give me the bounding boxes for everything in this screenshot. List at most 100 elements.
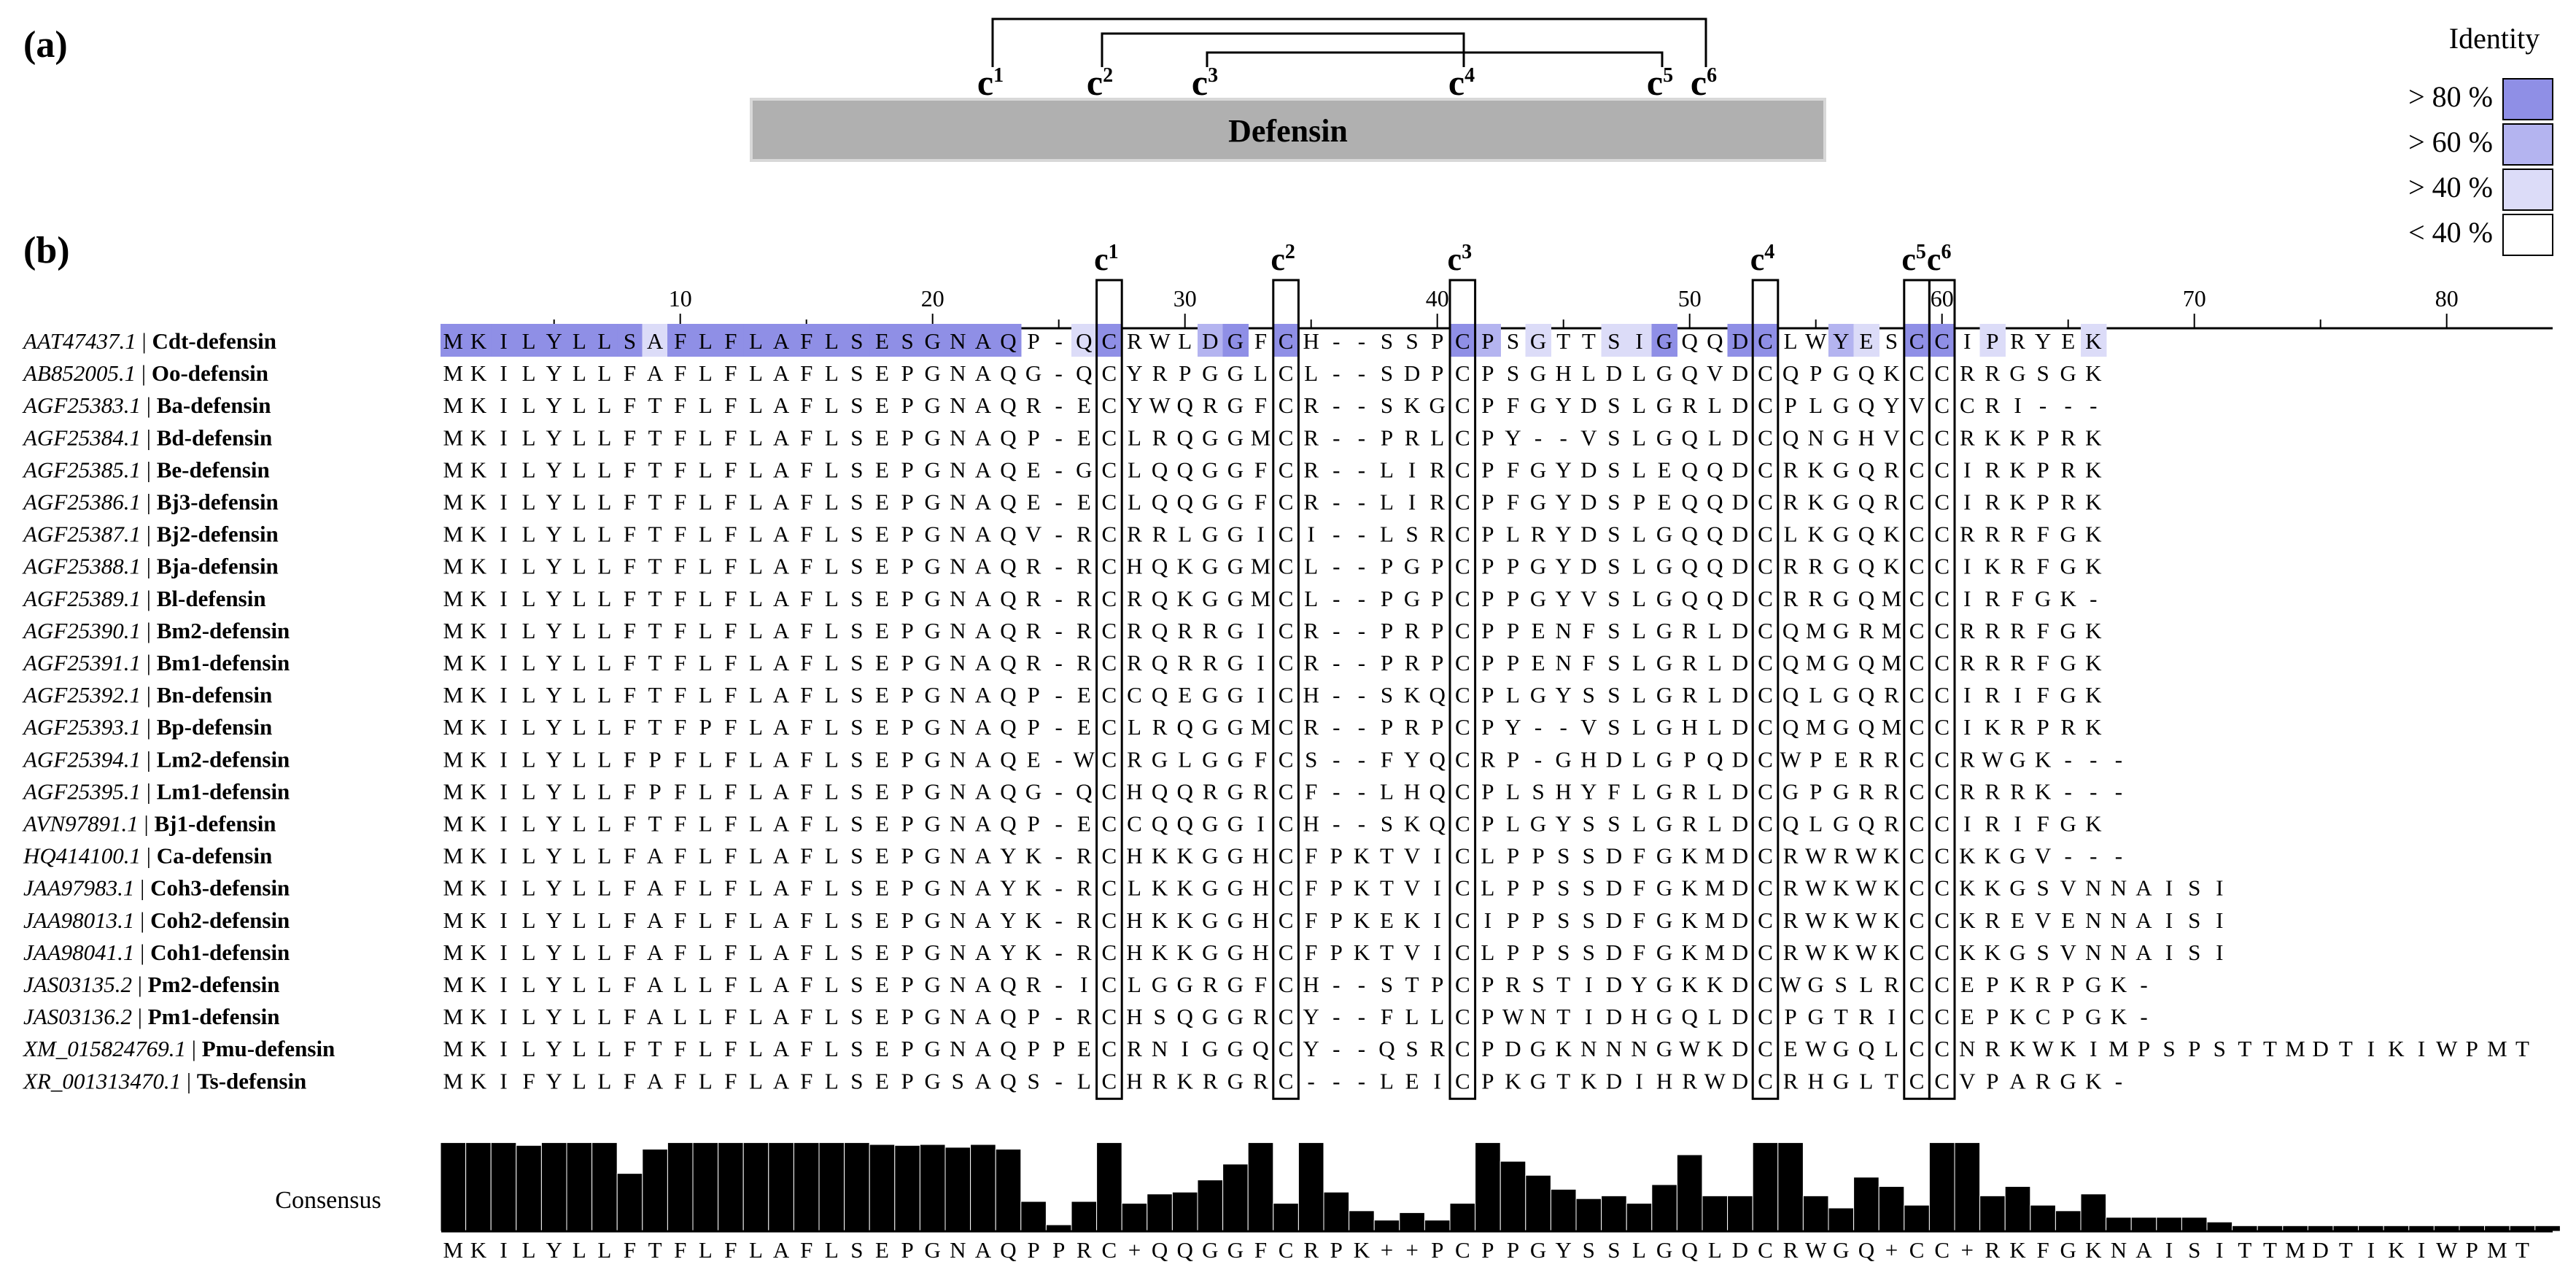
residue: L [699, 972, 713, 997]
residue: I [1888, 1004, 1895, 1029]
consensus-residue: Q [1858, 1237, 1874, 1263]
residue: I [2090, 1036, 2097, 1061]
identity-cell [441, 324, 467, 357]
residue: N [950, 360, 966, 386]
consensus-residue: + [1885, 1237, 1898, 1263]
residue: - [2115, 1068, 2122, 1093]
residue: - [1332, 522, 1340, 547]
residue: P [2062, 972, 2074, 997]
residue: L [749, 489, 763, 515]
residue: G [1656, 1004, 1672, 1029]
residue: I [1434, 875, 1441, 901]
residue: F [624, 489, 636, 515]
consensus-bar [1904, 1204, 1930, 1232]
residue: R [1405, 425, 1420, 450]
residue: L [597, 940, 611, 965]
residue: - [1332, 392, 1340, 418]
residue: R [1152, 425, 1168, 450]
residue: A [975, 1036, 992, 1061]
residue: C [1758, 618, 1773, 643]
residue: D [2313, 1036, 2329, 1061]
residue: F [674, 457, 686, 482]
residue: P [1532, 843, 1544, 869]
residue: A [773, 522, 790, 547]
residue: R [2060, 457, 2076, 482]
residue: R [1026, 972, 1041, 997]
residue: W [1149, 392, 1171, 418]
residue: E [1027, 489, 1041, 515]
residue: R [1429, 1036, 1445, 1061]
residue: G [1429, 392, 1446, 418]
residue: G [925, 650, 941, 675]
defensin-domain-label: Defensin [1228, 113, 1348, 149]
separator: | [134, 907, 150, 933]
residue: P [1027, 1004, 1039, 1029]
defensin-name: Pmu-defensin [202, 1036, 335, 1061]
residue: Q [1000, 972, 1016, 997]
residue: Q [1707, 586, 1723, 611]
residue: R [1076, 650, 1092, 675]
residue: R [1682, 618, 1697, 643]
residue: - [2090, 778, 2097, 804]
residue: E [875, 682, 889, 708]
residue: S [850, 425, 863, 450]
residue: L [573, 682, 586, 708]
residue: H [1252, 843, 1268, 869]
domain-cysteine-label: c2 [1087, 62, 1113, 103]
residue: C [1758, 714, 1773, 740]
residue: P [1986, 328, 1998, 354]
residue: G [1782, 778, 1799, 804]
residue: F [800, 522, 812, 547]
residue: E [875, 618, 889, 643]
residue: R [1859, 618, 1874, 643]
residue: F [724, 360, 737, 386]
residue: F [800, 1004, 812, 1029]
residue: C [1909, 457, 1925, 482]
separator: | [141, 650, 157, 675]
residue: L [573, 392, 586, 418]
residue: P [1381, 425, 1393, 450]
residue: M [1251, 714, 1271, 740]
residue: L [522, 940, 536, 965]
residue: P [1481, 328, 1494, 354]
consensus-residue: G [1656, 1237, 1672, 1263]
residue: R [1405, 618, 1420, 643]
residue: R [1783, 907, 1799, 933]
consensus-residue: P [1507, 1237, 1519, 1263]
residue: S [1557, 907, 1570, 933]
residue: P [901, 1004, 913, 1029]
residue: R [1884, 489, 1899, 515]
residue: K [470, 940, 487, 965]
residue: L [597, 811, 611, 837]
residue: L [597, 1068, 611, 1093]
residue: T [648, 618, 662, 643]
consensus-bar [1475, 1142, 1501, 1232]
residue: H [1858, 425, 1874, 450]
residue: D [1580, 554, 1597, 579]
residue: G [1530, 1068, 1546, 1093]
residue: L [825, 682, 839, 708]
residue: F [2036, 682, 2049, 708]
residue: S [850, 1004, 863, 1029]
residue: P [1027, 811, 1039, 837]
residue: C [1909, 360, 1925, 386]
consensus-bar [1373, 1220, 1400, 1232]
residue: A [647, 940, 664, 965]
residue: L [573, 811, 586, 837]
residue: E [1077, 425, 1091, 450]
residue: L [522, 328, 536, 354]
residue: C [1909, 425, 1925, 450]
residue: - [1055, 811, 1063, 837]
residue: S [1532, 972, 1544, 997]
residue: Q [1782, 650, 1799, 675]
residue: L [573, 586, 586, 611]
consensus-residue: I [2418, 1237, 2425, 1263]
residue: L [1481, 843, 1494, 869]
residue: F [724, 1068, 737, 1093]
residue: S [1607, 650, 1620, 675]
consensus-bar [2106, 1217, 2132, 1232]
residue: D [1606, 940, 1622, 965]
residue: E [1077, 682, 1091, 708]
residue: S [1583, 940, 1595, 965]
residue: C [1279, 682, 1294, 708]
